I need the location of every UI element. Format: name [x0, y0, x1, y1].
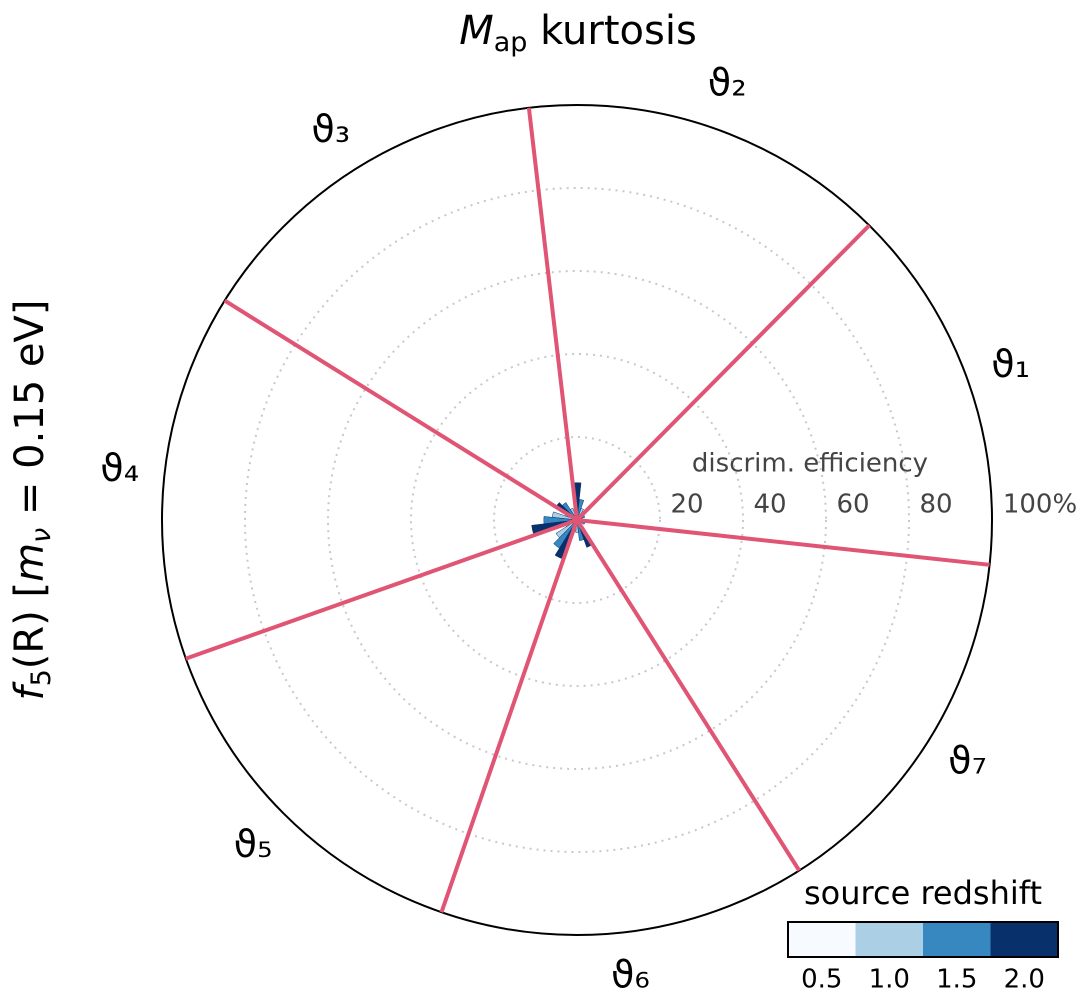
- label-part: m: [7, 543, 53, 582]
- r-tick-label: 20: [670, 490, 703, 520]
- category-label: ϑ₂: [708, 61, 747, 105]
- sector-line: [185, 518, 578, 661]
- r-tick-label: 100%: [1003, 490, 1077, 520]
- sector-line: [223, 298, 579, 522]
- label-part: (R) [: [7, 582, 53, 669]
- sector-line: [439, 519, 579, 913]
- label-part: = 0.15 eV]: [7, 300, 53, 528]
- category-label: ϑ₇: [948, 739, 987, 783]
- r-tick-label: 80: [919, 490, 952, 520]
- legend-label: 1.5: [936, 965, 977, 995]
- legend-swatch: [990, 922, 1058, 957]
- chart-title: Map kurtosis: [459, 8, 697, 58]
- grid-ring: [410, 353, 744, 687]
- title-part: M: [459, 8, 494, 54]
- outer-ring: [161, 104, 993, 936]
- label-part: 5: [26, 669, 57, 686]
- title-part: kurtosis: [527, 8, 696, 54]
- legend-label: 2.0: [1004, 965, 1045, 995]
- category-label: ϑ₁: [991, 342, 1030, 386]
- legend-swatch: [788, 922, 856, 957]
- sector-line: [526, 107, 579, 521]
- sector-line: [576, 518, 990, 567]
- y-axis-label: f5(R) [mν = 0.15 eV]: [7, 300, 57, 701]
- r-axis-label: discrim. efficiency: [692, 449, 928, 479]
- legend-swatch: [923, 922, 991, 957]
- grid-ring: [244, 187, 910, 853]
- sector-line: [575, 518, 801, 872]
- legend-frame: [787, 921, 1059, 958]
- grid-ring: [327, 270, 827, 770]
- category-label: ϑ₄: [100, 446, 139, 490]
- category-label: ϑ₅: [234, 822, 273, 866]
- category-label: ϑ₆: [611, 952, 650, 996]
- r-tick-label: 40: [753, 490, 786, 520]
- legend-swatch: [855, 922, 923, 957]
- title-part: ap: [494, 27, 528, 58]
- category-label: ϑ₃: [311, 107, 350, 151]
- label-part: ν: [26, 528, 57, 543]
- grid-ring: [493, 436, 661, 604]
- sector-line: [575, 223, 871, 522]
- r-tick-label: 60: [836, 490, 869, 520]
- legend-label: 1.0: [869, 965, 910, 995]
- legend-title: source redshift: [804, 874, 1042, 912]
- legend-label: 0.5: [801, 965, 842, 995]
